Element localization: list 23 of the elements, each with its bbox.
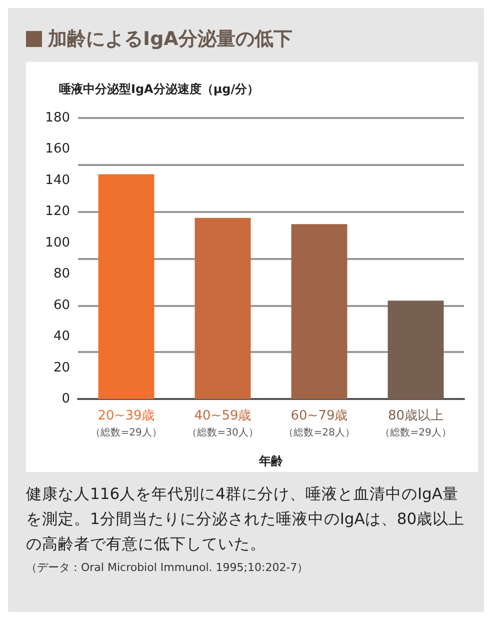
y-tick-label: 60 [53, 298, 70, 313]
y-tick-label: 120 [45, 204, 70, 220]
chart-title: 加齢によるIgA分泌量の低下 [48, 27, 292, 52]
x-tick-label: 40~59歳（総数=30人） [187, 408, 258, 438]
bar [98, 174, 154, 399]
y-tick-label: 40 [53, 329, 70, 344]
bar [388, 300, 444, 399]
x-tick-label: 60~79歳（総数=28人） [284, 408, 355, 438]
y-tick-label: 80 [53, 266, 70, 282]
bar [194, 218, 251, 399]
y-tick-label: 100 [45, 235, 70, 250]
x-axis-title: 年齢 [258, 454, 284, 468]
text: 健康な人116人を年代別に4群に分け、唾液と血清中のIgA量を測定。1分間当たりに分泌された唾液中のIgAは、80歳以上の高齢者で有意に低下していた。 [26, 484, 466, 555]
y-axis-title: 唾液中分泌型IgA分泌速度（μg/分） [59, 82, 260, 96]
y-tick-label: 20 [53, 360, 70, 376]
x-tick-label: 80歳以上（総数=29人） [380, 408, 452, 438]
x-tick-label: 20~39歳（総数=29人） [90, 408, 162, 438]
y-tick-label: 0 [62, 392, 70, 406]
y-tick-label: 180 [45, 110, 70, 126]
text: （データ：Oral Microbiol Immunol. 1995;10:202-7） [26, 560, 310, 576]
y-tick-label: 140 [45, 172, 70, 188]
bar [291, 224, 348, 399]
y-tick-label: 160 [45, 142, 70, 157]
